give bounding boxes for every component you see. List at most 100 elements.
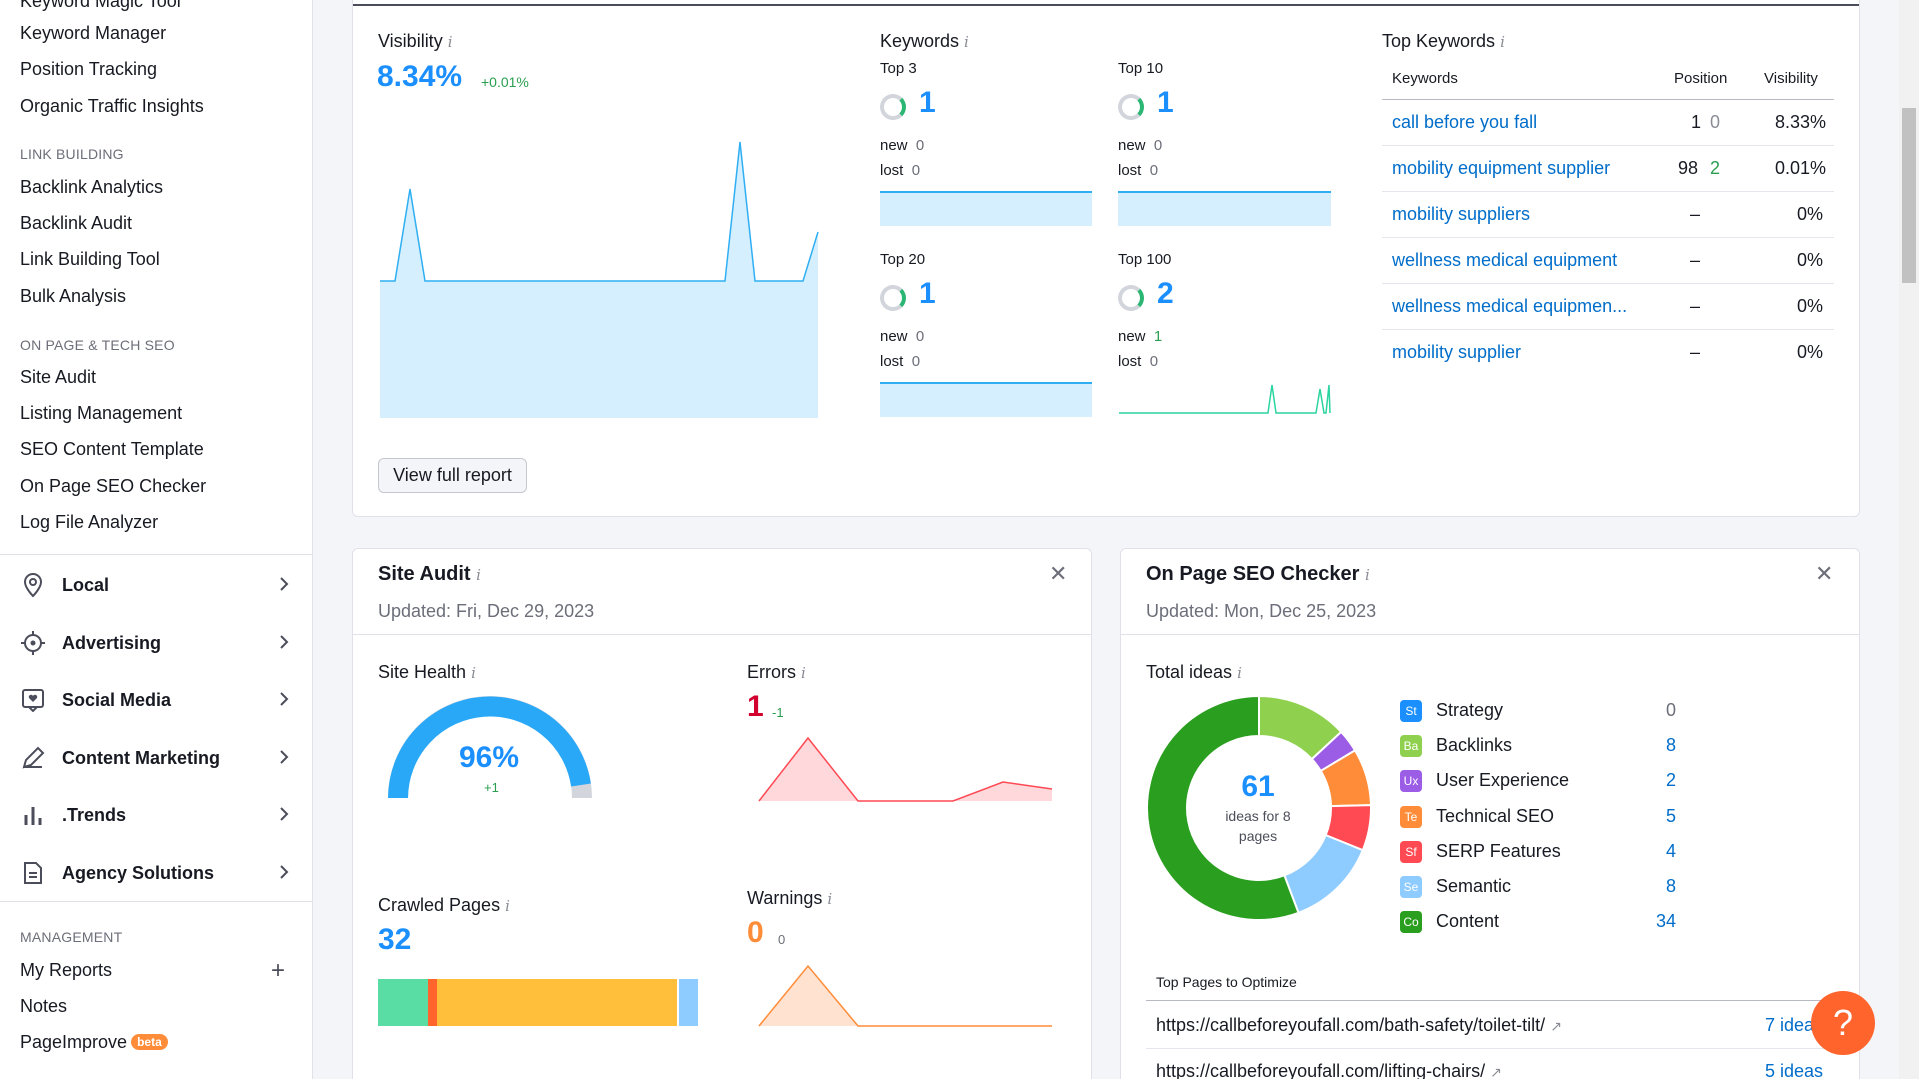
chevron-right-icon [279, 691, 289, 712]
sidebar-heading-link-building: LINK BUILDING [20, 146, 124, 162]
top-keywords-label: Top Keywords i [1382, 31, 1505, 51]
help-button[interactable]: ? [1811, 991, 1875, 1055]
close-icon[interactable]: ✕ [1049, 561, 1068, 586]
sidebar-item-backlink-audit[interactable]: Backlink Audit [20, 213, 133, 233]
info-icon[interactable]: i [447, 33, 453, 51]
table-row-keyword[interactable]: mobility suppliers [1392, 204, 1531, 224]
legend-count[interactable]: 8 [1665, 735, 1676, 756]
bucket-new: new 0 [880, 328, 925, 345]
plus-icon[interactable]: + [271, 957, 286, 984]
table-header-keywords: Keywords [1392, 70, 1458, 87]
errors-label: Errors i [747, 662, 806, 682]
info-icon[interactable]: i [1500, 33, 1505, 51]
bar-segment-have-issues [437, 979, 677, 1026]
sidebar-item-site-audit[interactable]: Site Audit [20, 367, 97, 387]
legend-count[interactable]: 5 [1665, 805, 1676, 826]
ring-icon [880, 285, 906, 311]
sidebar-group-social-media[interactable]: Social Media [0, 675, 312, 725]
errors-sparkline [758, 736, 1053, 802]
legend-count[interactable]: 2 [1665, 770, 1676, 791]
sidebar-group-local[interactable]: Local [0, 560, 312, 610]
sidebar-item-position-tracking[interactable]: Position Tracking [20, 59, 158, 79]
crawled-pages-label: Crawled Pages i [378, 895, 510, 915]
table-row-keyword[interactable]: mobility supplier [1392, 342, 1522, 362]
sidebar-item-seo-content-template[interactable]: SEO Content Template [20, 439, 204, 459]
sidebar-item-notes[interactable]: Notes [20, 996, 68, 1016]
table-row-position: – [1690, 204, 1701, 224]
bucket-label-top20: Top 20 [880, 251, 926, 268]
site-audit-title: Site Audit i [378, 563, 481, 585]
ideas-donut-chart [1146, 695, 1372, 921]
legend-label: Strategy [1436, 700, 1504, 720]
table-row-visibility: 0% [1797, 204, 1824, 224]
card-divider [1121, 634, 1859, 635]
info-icon[interactable]: i [476, 566, 481, 584]
bucket-new: new 0 [880, 137, 925, 154]
sidebar-group-advertising[interactable]: Advertising [0, 618, 312, 668]
sidebar-group-content-marketing[interactable]: Content Marketing [0, 733, 312, 783]
top-pages-divider [1146, 1000, 1860, 1001]
warnings-label: Warnings i [747, 888, 833, 908]
on-page-seo-checker-card [1120, 548, 1860, 1079]
sidebar-item-on-page-seo-checker[interactable]: On Page SEO Checker [20, 476, 207, 496]
view-full-report-button[interactable]: View full report [378, 458, 527, 493]
table-row-keyword[interactable]: wellness medical equipmen... [1392, 296, 1628, 316]
top-page-url[interactable]: https://callbeforeyoufall.com/bath-safet… [1156, 1015, 1562, 1035]
legend-count[interactable]: 8 [1665, 876, 1676, 896]
sidebar-item-organic-traffic-insights[interactable]: Organic Traffic Insights [20, 96, 204, 116]
legend-label: Technical SEO [1436, 805, 1555, 826]
sidebar-group-trends[interactable]: .Trends [0, 790, 312, 840]
visibility-value: 8.34% [377, 60, 463, 93]
external-link-icon[interactable]: ↗ [1550, 1018, 1562, 1034]
bucket-lost: lost 0 [1118, 162, 1159, 179]
sidebar-item-my-reports[interactable]: My Reports [20, 960, 113, 980]
on-page-updated: Updated: Mon, Dec 25, 2023 [1146, 601, 1377, 621]
table-row-keyword[interactable]: call before you fall [1392, 112, 1538, 132]
table-header-divider [1382, 99, 1834, 100]
sidebar-item-pageimprove[interactable]: PageImprove beta [20, 1032, 168, 1053]
sidebar-group-agency-solutions[interactable]: Agency Solutions [0, 848, 312, 898]
chevron-right-icon [279, 576, 289, 597]
sidebar-item-log-file-analyzer[interactable]: Log File Analyzer [20, 512, 159, 532]
sidebar-item-bulk-analysis[interactable]: Bulk Analysis [20, 286, 127, 306]
top-page-url[interactable]: https://callbeforeyoufall.com/lifting-ch… [1156, 1061, 1502, 1079]
sidebar-item-keyword-magic-tool[interactable]: Keyword Magic Tool [20, 0, 181, 11]
sidebar-group-label: .Trends [62, 804, 127, 825]
legend-count[interactable]: 34 [1655, 911, 1676, 932]
bucket-sparkline [880, 382, 1092, 417]
info-icon[interactable]: i [1237, 664, 1242, 682]
sidebar-heading-onpage: ON PAGE & TECH SEO [20, 337, 175, 353]
beta-badge: beta [131, 1034, 168, 1050]
table-row-keyword[interactable]: mobility equipment supplier [1392, 158, 1611, 178]
bucket-lost: lost 0 [880, 353, 921, 370]
site-health-value: 96% [459, 741, 520, 774]
scrollbar-thumb[interactable] [1902, 108, 1916, 283]
close-icon[interactable]: ✕ [1815, 561, 1834, 586]
info-icon[interactable]: i [801, 664, 806, 682]
sidebar-group-label: Social Media [62, 689, 172, 710]
legend-badge-backlinks: Ba [1400, 735, 1422, 758]
external-link-icon[interactable]: ↗ [1490, 1064, 1502, 1079]
site-health-gauge [388, 696, 592, 799]
table-row-position: 98 [1678, 158, 1699, 178]
legend-label: User Experience [1436, 770, 1570, 791]
sidebar: Keyword Magic Tool Keyword Manager Posit… [0, 0, 313, 1079]
sidebar-item-listing-management[interactable]: Listing Management [20, 403, 183, 423]
info-icon[interactable]: i [1364, 566, 1370, 584]
top-page-ideas-link[interactable]: 7 ideas [1765, 1015, 1824, 1035]
legend-count[interactable]: 4 [1665, 840, 1676, 861]
chevron-right-icon [279, 806, 289, 827]
info-icon[interactable]: i [505, 897, 510, 915]
bucket-label-top10: Top 10 [1118, 60, 1164, 77]
sidebar-item-keyword-manager[interactable]: Keyword Manager [20, 23, 167, 43]
top-page-ideas-link[interactable]: 5 ideas [1765, 1061, 1824, 1079]
table-row-visibility: 0.01% [1775, 158, 1827, 178]
sidebar-item-link-building-tool[interactable]: Link Building Tool [20, 249, 160, 269]
sidebar-heading-management: MANAGEMENT [20, 929, 123, 945]
sidebar-item-backlink-analytics[interactable]: Backlink Analytics [20, 177, 164, 197]
on-page-title: On Page SEO Checker i [1146, 563, 1370, 585]
info-icon[interactable]: i [827, 890, 833, 908]
info-icon[interactable]: i [964, 33, 969, 51]
table-row-keyword[interactable]: wellness medical equipment [1392, 250, 1618, 270]
info-icon[interactable]: i [471, 664, 476, 682]
